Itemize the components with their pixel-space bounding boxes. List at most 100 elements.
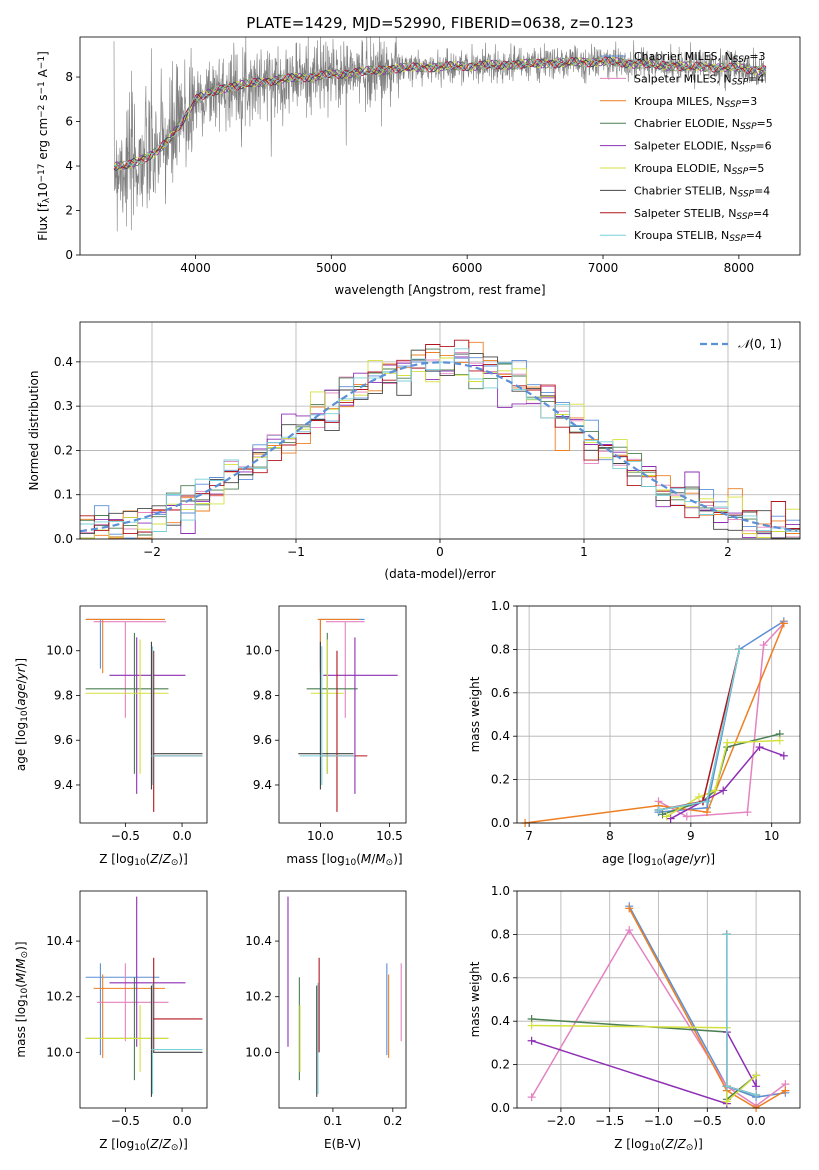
panel-mass-vs-ebv: 0.1 0.2 10.0 10.2 10.4 E(B-V)	[245, 890, 407, 1151]
y-tick-label: 9.8	[54, 688, 73, 702]
y-tick-label: 9.6	[253, 733, 272, 747]
y-tick-label: 0.0	[491, 1101, 510, 1115]
marker-kroupa-stelib	[735, 645, 744, 654]
data-spectrum	[113, 36, 767, 232]
y-tick-label: 9.6	[54, 733, 73, 747]
marker-kroupa-stelib	[722, 930, 731, 939]
y-tick-label: 10.0	[46, 644, 73, 658]
line-chabrier-miles	[658, 620, 785, 813]
line-chabrier-elodie	[662, 733, 780, 816]
y-tick-label: 0.0	[54, 532, 73, 546]
marker-kroupa-stelib	[752, 1090, 761, 1099]
line-salpeter-elodie	[531, 1031, 757, 1105]
panel-weight-vs-z: −2.0 −1.5 −1.0 −0.5 0.0 0.0 0.2 0.4 0.6 0.8 1.0 mas…	[468, 884, 801, 1153]
y-tick-label: 10.4	[46, 934, 73, 948]
x-tick-label: 10.0	[307, 829, 334, 843]
line-kroupa-stelib	[726, 934, 757, 1096]
x-tick-label: −0.5	[111, 1114, 140, 1128]
panel-residuals: −2 −1 0 1 2 0.0 0.1 0.2 0.3 0.4 (data-model)/error…	[27, 321, 801, 581]
legend-label: Chabrier STELIB, NSSP=4	[634, 184, 770, 199]
y-tick-label: 10.0	[245, 644, 272, 658]
histogram-salpeter-stelib	[80, 339, 800, 535]
y-tick-label: 0.4	[491, 729, 510, 743]
y-tick-label: 0.4	[491, 1014, 510, 1028]
x-tick-label: 0.2	[383, 1114, 402, 1128]
y-tick-label: 0	[65, 248, 73, 262]
y-axis-label: mass weight	[468, 961, 482, 1037]
marker-salpeter-elodie	[779, 751, 788, 760]
legend-label: Kroupa MILES, NSSP=3	[634, 95, 757, 110]
x-axis-label: mass [log10(M/M⊙)]	[286, 852, 402, 868]
marker-salpeter-elodie	[527, 1036, 536, 1045]
axes-frame	[516, 890, 801, 1109]
marker-kroupa-elodie	[662, 812, 671, 821]
legend-label: 𝒩(0, 1)	[738, 337, 782, 351]
plot-area	[521, 617, 788, 827]
line-kroupa-elodie	[531, 1024, 757, 1104]
marker-kroupa-elodie	[752, 1071, 761, 1080]
legend-label: Chabrier ELODIE, NSSP=5	[634, 117, 773, 132]
x-axis-label: age [log10(age/yr)]	[602, 852, 715, 868]
model-spectrum-salpeter-elodie	[113, 57, 767, 170]
marker-kroupa-stelib	[654, 805, 663, 814]
panel-age-vs-mass: 10.0 10.5 9.4 9.6 9.8 10.0 mass [log10(M/M⊙)]	[245, 605, 407, 868]
y-tick-label: 10.2	[245, 990, 272, 1004]
marker-kroupa-elodie	[723, 738, 732, 747]
y-tick-label: 0.8	[491, 927, 510, 941]
x-tick-label: 0.0	[173, 1114, 192, 1128]
y-tick-label: 0.4	[54, 355, 73, 369]
x-tick-label: −1.0	[644, 1114, 673, 1128]
plot-area	[85, 618, 203, 812]
x-tick-label: 9	[687, 829, 695, 843]
marker-salpeter-miles	[625, 926, 634, 935]
line-kroupa-miles	[525, 623, 785, 824]
marker-salpeter-elodie	[666, 814, 675, 823]
normal-curve	[79, 361, 798, 533]
axes-frame	[79, 605, 208, 824]
legend-label: Salpeter ELODIE, NSSP=6	[634, 140, 772, 155]
line-kroupa-miles	[628, 908, 786, 1109]
plot-area	[85, 896, 203, 1097]
y-tick-label: 0.2	[491, 1058, 510, 1072]
legend-label: Kroupa STELIB, NSSP=4	[634, 229, 762, 244]
x-tick-label: 8000	[724, 261, 755, 275]
y-tick-label: 6	[65, 115, 73, 129]
x-tick-label: 2	[724, 545, 732, 559]
y-tick-label: 10.4	[245, 934, 272, 948]
x-tick-label: 10.5	[376, 829, 403, 843]
legend-label: Salpeter STELIB, NSSP=4	[634, 207, 769, 222]
x-axis-label: Z [log10(Z/Z⊙)]	[99, 852, 188, 868]
y-tick-label: 0.8	[491, 642, 510, 656]
line-salpeter-elodie	[670, 746, 785, 820]
legend-label: Chabrier MILES, NSSP=3	[634, 50, 766, 65]
x-axis-label: Z [log10(Z/Z⊙)]	[614, 1137, 703, 1153]
x-tick-label: −1.5	[595, 1114, 624, 1128]
axes-frame	[516, 605, 801, 824]
y-axis-label: Normed distribution	[27, 371, 41, 491]
y-tick-label: 0.6	[491, 686, 510, 700]
axes-frame	[79, 36, 801, 256]
x-tick-label: 4000	[180, 261, 211, 275]
plot-area	[527, 902, 790, 1112]
x-tick-label: −0.5	[111, 829, 140, 843]
y-axis-label: age [log10(age/yr)]	[14, 658, 30, 771]
marker-kroupa-miles	[625, 904, 634, 913]
line-chabrier-stelib	[726, 934, 757, 1096]
y-tick-label: 10.2	[46, 990, 73, 1004]
x-tick-label: 6000	[452, 261, 483, 275]
y-tick-label: 0.1	[54, 488, 73, 502]
plot-area	[287, 896, 402, 1097]
panel-spectrum: 4000 5000 6000 7000 8000 0 2 4 6 8 wavelength [Ang…	[36, 36, 801, 297]
x-tick-label: 5000	[316, 261, 347, 275]
y-tick-label: 0.2	[491, 773, 510, 787]
x-axis-label: E(B-V)	[324, 1137, 361, 1151]
y-axis-label: Flux [fλ10−17 erg cm−2 s−1 A−1]	[36, 51, 52, 241]
legend: Chabrier MILES, NSSP=3 Salpeter MILES, NS…	[600, 50, 773, 244]
x-axis-label: Z [log10(Z/Z⊙)]	[99, 1137, 188, 1153]
marker-salpeter-miles	[743, 808, 752, 817]
marker-salpeter-miles	[527, 1093, 536, 1102]
x-tick-label: −2.0	[546, 1114, 575, 1128]
y-tick-label: 10.0	[46, 1045, 73, 1059]
legend-label: Kroupa ELODIE, NSSP=5	[634, 162, 764, 177]
